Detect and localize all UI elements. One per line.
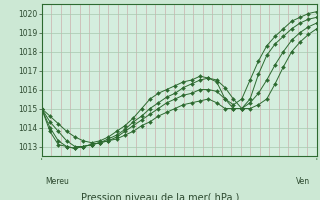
Text: Mereu: Mereu [45,177,69,186]
Text: Ven: Ven [296,177,310,186]
Text: Pression niveau de la mer( hPa ): Pression niveau de la mer( hPa ) [81,192,239,200]
